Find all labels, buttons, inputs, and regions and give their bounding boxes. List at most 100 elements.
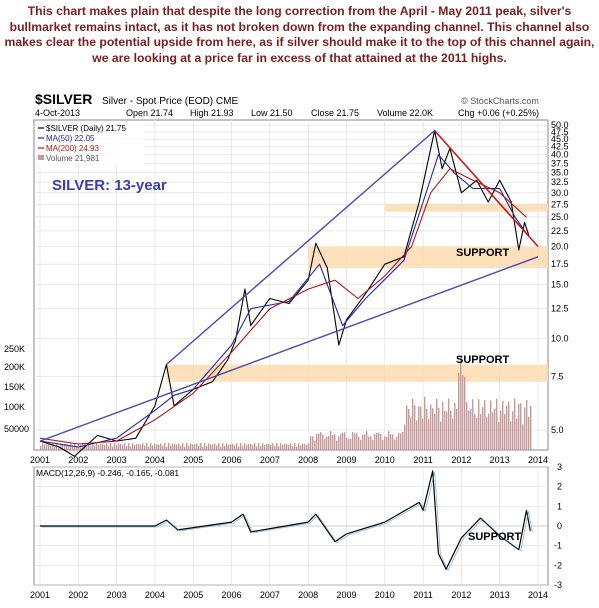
volume-bar <box>268 443 270 450</box>
volume-bar <box>310 435 312 450</box>
volume-bar <box>320 432 322 450</box>
volume-bar <box>442 401 444 450</box>
price-tick-label: 30.0 <box>551 188 569 198</box>
volume-bar <box>258 443 260 450</box>
volume-bar <box>322 434 324 450</box>
volume-bar <box>272 443 274 450</box>
support-label-upper: SUPPORT <box>456 247 509 259</box>
volume-bar <box>222 443 224 450</box>
volume-bar <box>382 439 384 450</box>
volume-bar <box>460 356 462 450</box>
volume-bar <box>518 403 520 450</box>
volume-bar <box>474 414 476 450</box>
resistance-line <box>434 130 539 248</box>
volume-bar <box>478 399 480 450</box>
volume-bar <box>512 411 514 450</box>
volume-bar <box>162 445 164 450</box>
volume-bar <box>230 444 232 450</box>
volume-bar <box>440 421 442 450</box>
volume-bar <box>192 444 194 450</box>
volume-bar <box>68 445 70 450</box>
volume-bar <box>98 445 100 450</box>
macd-date-label: 2002 <box>68 590 88 600</box>
macd-date-label: 2004 <box>145 590 165 600</box>
volume-tick-label: 150K <box>4 382 25 392</box>
volume-bar <box>500 410 502 450</box>
volume-bar <box>364 434 366 450</box>
price-panel-frame <box>33 119 549 451</box>
volume-bar <box>256 446 258 450</box>
volume-bar <box>392 434 394 450</box>
volume-bar <box>350 438 352 450</box>
legend-swatch-volume <box>38 155 44 160</box>
volume-bar <box>308 443 310 450</box>
high-value: High 21.93 <box>190 108 234 118</box>
legend-box <box>36 121 144 165</box>
volume-bar <box>328 435 330 450</box>
volume-bar <box>96 443 98 450</box>
price-tick-label: 40.0 <box>551 150 569 160</box>
volume-bar <box>138 444 140 450</box>
price-tick-label: 35.0 <box>551 167 569 177</box>
price-tick-label: 15.0 <box>551 280 569 290</box>
volume-bar <box>106 443 108 450</box>
volume-bar <box>170 445 172 450</box>
volume-bar <box>240 443 242 450</box>
volume-bar <box>306 444 308 450</box>
volume-bar <box>92 443 94 450</box>
volume-bar <box>186 443 188 450</box>
volume-bar <box>446 411 448 450</box>
volume-value: Volume 22.0K <box>377 108 433 118</box>
date-axis: 2001 2002 2003 2004 2005 2006 2007 2008 2009 2010… <box>30 455 548 465</box>
volume-bar <box>252 445 254 450</box>
date-tick-label: 2013 <box>490 455 510 465</box>
volume-bar <box>172 443 174 450</box>
volume-bar <box>100 443 102 450</box>
legend-volume: Volume 21,981 <box>46 154 100 163</box>
macd-date-label: 2008 <box>298 590 318 600</box>
volume-bar <box>216 445 218 450</box>
volume-bar <box>274 446 276 450</box>
volume-bar <box>288 444 290 450</box>
volume-bar <box>124 443 126 450</box>
volume-bar <box>270 445 272 450</box>
macd-tick-label: -1 <box>554 541 562 551</box>
volume-bar <box>76 446 78 450</box>
date-tick-label: 2006 <box>222 455 242 465</box>
volume-bar <box>122 444 124 450</box>
volume-bar <box>340 433 342 450</box>
volume-bar <box>332 435 334 450</box>
volume-bar <box>434 413 436 450</box>
ma200-line <box>39 168 527 445</box>
volume-bar <box>132 443 134 450</box>
volume-bar <box>410 417 412 450</box>
macd-date-label: 2007 <box>260 590 280 600</box>
volume-bar <box>458 373 460 450</box>
price-tick-label: 32.5 <box>551 177 569 187</box>
volume-bar <box>54 446 56 450</box>
macd-date-label: 2013 <box>490 590 510 600</box>
macd-line <box>40 470 531 570</box>
volume-bar <box>352 432 354 450</box>
volume-bar <box>190 443 192 450</box>
price-axis: 50.047.545.042.540.037.535.032.530.027.5… <box>551 120 569 435</box>
volume-bar <box>356 432 358 450</box>
price-tick-label: 7.5 <box>551 371 564 381</box>
volume-bar <box>60 443 62 450</box>
volume-bar <box>426 408 428 450</box>
volume-bar <box>142 443 144 450</box>
volume-bar <box>90 446 92 450</box>
lower-channel-line <box>39 256 539 442</box>
volume-bar <box>242 446 244 450</box>
volume-bar <box>188 445 190 450</box>
trend-lines <box>39 130 539 442</box>
volume-bar <box>232 443 234 450</box>
support-zones <box>166 204 548 382</box>
macd-date-label: 2012 <box>451 590 471 600</box>
volume-bar <box>182 443 184 450</box>
volume-bar <box>520 403 522 450</box>
macd-date-label: 2011 <box>413 590 432 600</box>
volume-bar <box>292 446 294 450</box>
price-tick-label: 50.0 <box>551 120 569 130</box>
volume-bar <box>250 443 252 450</box>
